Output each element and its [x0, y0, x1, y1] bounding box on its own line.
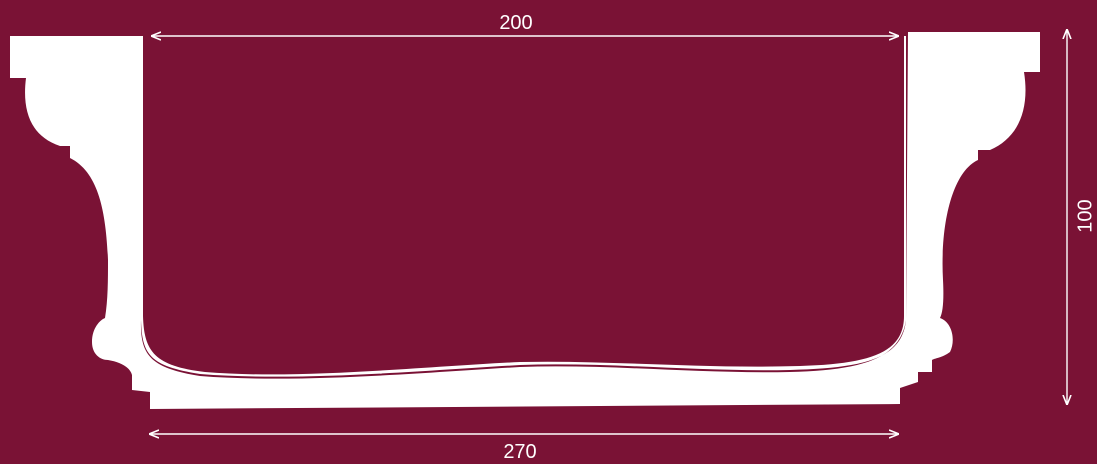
bottom-dimension-label: 270	[503, 441, 536, 463]
top-dimension-label: 200	[499, 12, 532, 34]
height-dimension-label: 100	[1074, 199, 1096, 232]
profile-cavity	[143, 36, 904, 375]
